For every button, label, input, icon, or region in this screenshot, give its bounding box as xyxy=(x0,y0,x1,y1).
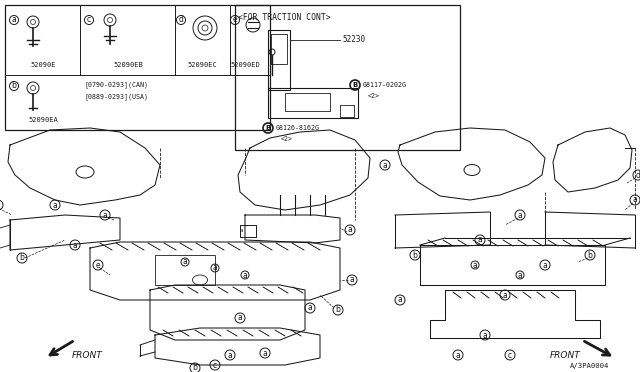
Text: B: B xyxy=(353,82,358,88)
Text: a: a xyxy=(472,260,477,269)
Text: a: a xyxy=(502,291,508,299)
Bar xyxy=(285,93,330,111)
Bar xyxy=(235,5,460,150)
Text: a: a xyxy=(243,270,248,279)
Text: 52090E: 52090E xyxy=(30,62,56,68)
Text: <FOR TRACTION CONT>: <FOR TRACTION CONT> xyxy=(238,13,331,22)
Bar xyxy=(271,34,287,64)
Text: e: e xyxy=(233,16,237,25)
Text: a: a xyxy=(102,211,108,219)
Text: <2>: <2> xyxy=(281,136,293,142)
Text: A/3PA0004: A/3PA0004 xyxy=(570,363,609,369)
Text: b: b xyxy=(335,305,340,314)
Text: b: b xyxy=(193,363,197,372)
Text: c: c xyxy=(508,350,512,359)
Text: FRONT: FRONT xyxy=(549,350,580,359)
Text: a: a xyxy=(518,211,522,219)
Text: FRONT: FRONT xyxy=(72,350,103,359)
Text: 52090EC: 52090EC xyxy=(187,62,217,68)
Text: 52090EA: 52090EA xyxy=(28,117,58,123)
Text: a: a xyxy=(52,201,58,209)
Text: 52090ED: 52090ED xyxy=(230,62,260,68)
Text: a: a xyxy=(182,257,188,266)
Text: a: a xyxy=(239,228,243,234)
Text: <2>: <2> xyxy=(368,93,380,99)
Text: b: b xyxy=(20,253,24,263)
Text: a: a xyxy=(383,160,387,170)
Text: d: d xyxy=(636,170,640,180)
Text: a: a xyxy=(308,304,312,312)
Text: a: a xyxy=(456,350,460,359)
Text: c: c xyxy=(87,16,91,25)
Text: a: a xyxy=(212,263,218,273)
Bar xyxy=(268,88,358,118)
Text: b: b xyxy=(12,81,17,90)
Bar xyxy=(340,105,354,117)
Text: a: a xyxy=(348,225,353,234)
Text: 08126-8162G: 08126-8162G xyxy=(276,125,320,131)
Text: a: a xyxy=(477,235,483,244)
Text: a: a xyxy=(262,349,268,357)
Text: B: B xyxy=(266,125,271,131)
Text: a: a xyxy=(237,314,243,323)
Text: [0790-0293](CAN): [0790-0293](CAN) xyxy=(85,81,149,89)
Bar xyxy=(5,5,270,130)
Bar xyxy=(240,225,256,237)
Text: a: a xyxy=(72,241,77,250)
Text: a: a xyxy=(632,196,637,205)
Text: a: a xyxy=(12,16,17,25)
Text: a: a xyxy=(397,295,403,305)
Text: 08117-0202G: 08117-0202G xyxy=(363,82,407,88)
Text: a: a xyxy=(518,270,522,279)
Text: d: d xyxy=(179,16,184,25)
Text: c: c xyxy=(213,360,217,369)
Text: a: a xyxy=(228,350,232,359)
Text: 52090EB: 52090EB xyxy=(113,62,143,68)
Bar xyxy=(268,30,290,90)
Bar xyxy=(155,255,215,285)
Text: 52230: 52230 xyxy=(342,35,365,45)
Text: a: a xyxy=(543,260,547,269)
Text: b: b xyxy=(413,250,417,260)
Text: [0889-0293](USA): [0889-0293](USA) xyxy=(85,94,149,100)
Text: b: b xyxy=(588,250,593,260)
Text: a: a xyxy=(349,276,355,285)
Text: e: e xyxy=(96,260,100,269)
Text: a: a xyxy=(483,330,488,340)
